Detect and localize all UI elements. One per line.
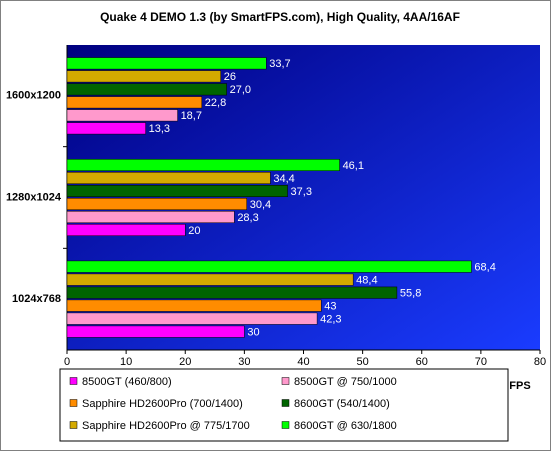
legend-label: 8600GT @ 630/1800 [294, 420, 397, 432]
x-axis-label: FPS [509, 380, 530, 392]
x-tick-label: 0 [64, 356, 70, 368]
x-tick-label: 80 [534, 356, 546, 368]
value-label: 26 [224, 71, 236, 83]
value-label: 22,8 [205, 97, 226, 109]
bar [66, 185, 288, 197]
value-label: 48,4 [356, 275, 377, 287]
value-label: 18,7 [181, 110, 202, 122]
legend-label: 8600GT (540/1400) [294, 398, 390, 410]
value-label: 28,3 [237, 212, 258, 224]
bar [66, 83, 227, 96]
bar [66, 325, 245, 338]
legend-swatch [69, 377, 78, 385]
value-label: 27,0 [230, 84, 251, 96]
bar [66, 224, 186, 236]
legend-swatch [69, 421, 78, 429]
bar [66, 172, 271, 184]
chart-title: Quake 4 DEMO 1.3 (by SmartFPS.com), High… [100, 10, 460, 24]
x-tick-label: 60 [416, 356, 428, 368]
bar [66, 109, 178, 122]
legend-label: 8500GT @ 750/1000 [294, 376, 397, 388]
legend-swatch [281, 421, 290, 429]
bar [66, 122, 146, 135]
bar [66, 260, 472, 273]
value-label: 68,4 [474, 262, 495, 274]
value-label: 37,3 [291, 186, 312, 198]
legend-swatch [281, 399, 290, 407]
legend-label: Sapphire HD2600Pro @ 775/1700 [82, 420, 250, 432]
x-tick-label: 30 [238, 356, 250, 368]
value-label: 13,3 [149, 123, 170, 135]
y-tick-label: 1280x1024 [6, 191, 62, 203]
value-label: 30,4 [250, 199, 271, 211]
x-tick-label: 20 [179, 356, 191, 368]
x-tick-label: 10 [120, 356, 132, 368]
value-label: 43 [324, 301, 336, 313]
bar [66, 286, 398, 299]
bar [66, 96, 203, 109]
bar [66, 57, 267, 70]
bar [66, 273, 354, 286]
value-label: 42,3 [320, 314, 341, 326]
legend-label: 8500GT (460/800) [82, 376, 172, 388]
value-label: 55,8 [400, 288, 421, 300]
value-label: 34,4 [273, 173, 294, 185]
x-tick-label: 40 [297, 356, 309, 368]
value-label: 33,7 [269, 58, 290, 70]
bar [66, 159, 340, 171]
value-label: 30 [247, 327, 259, 339]
x-tick-label: 70 [475, 356, 487, 368]
bar [66, 312, 318, 325]
y-tick-label: 1600x1200 [6, 90, 61, 102]
y-tick-label: 1024x768 [12, 293, 61, 305]
legend-label: Sapphire HD2600Pro (700/1400) [82, 398, 243, 410]
bar [66, 299, 322, 312]
plot-area [67, 45, 540, 350]
x-tick-label: 50 [357, 356, 369, 368]
bar [66, 70, 221, 83]
value-label: 20 [188, 225, 200, 237]
bar [66, 198, 247, 210]
legend-swatch [281, 377, 290, 385]
value-label: 46,1 [343, 160, 364, 172]
legend-swatch [69, 399, 78, 407]
bar [66, 211, 235, 223]
